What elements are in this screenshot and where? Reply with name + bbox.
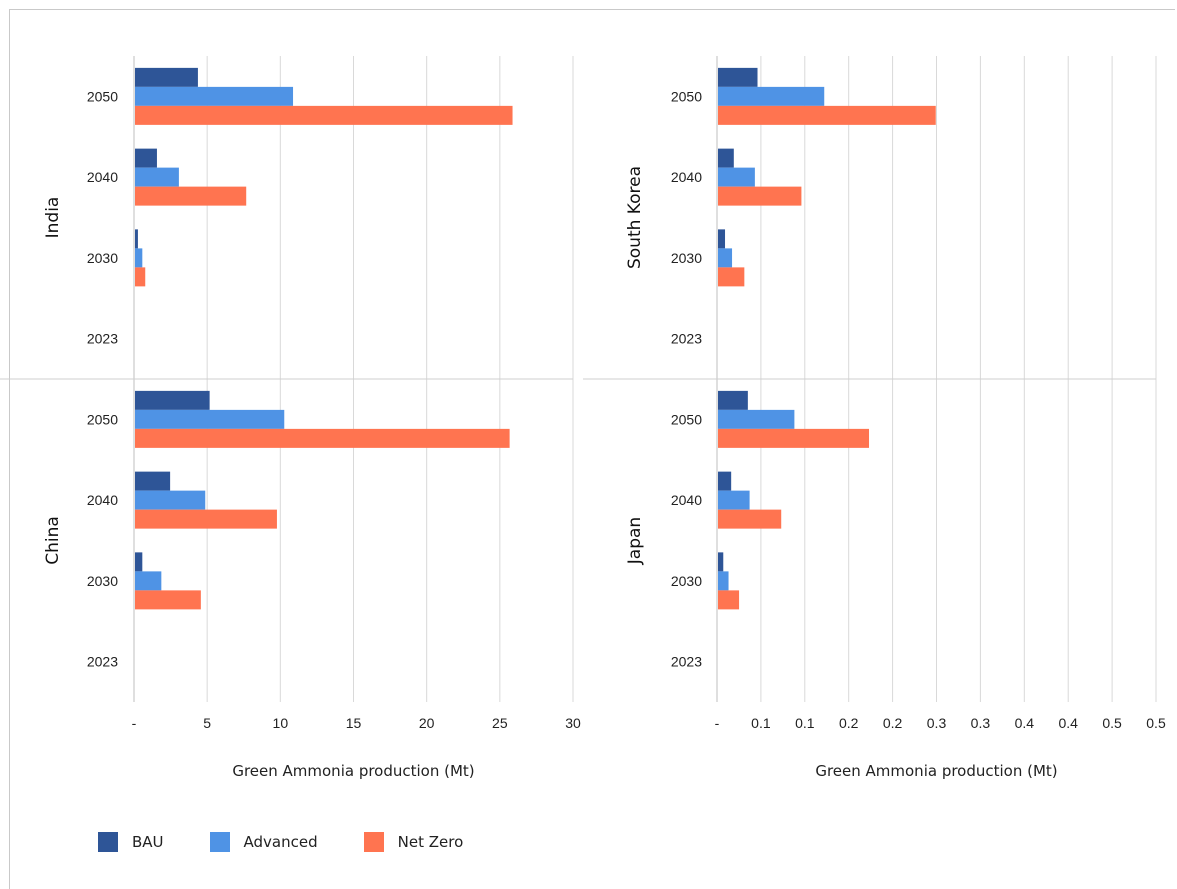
bar-net-zero — [135, 105, 513, 125]
bar-advanced — [135, 490, 206, 510]
category-label: 2050 — [671, 411, 702, 427]
x-axis-title: Green Ammonia production (Mt) — [815, 762, 1057, 780]
x-tick-label: 0.3 — [927, 715, 947, 731]
x-tick-label: 15 — [346, 715, 362, 731]
x-tick-label: 20 — [419, 715, 435, 731]
chart-frame — [9, 9, 1175, 889]
bar-advanced — [135, 248, 143, 268]
bar-net-zero — [718, 105, 936, 125]
bar-bau — [135, 148, 157, 168]
bar-net-zero — [135, 509, 277, 529]
x-tick-label: 10 — [273, 715, 289, 731]
group-label: Japan — [625, 517, 645, 565]
bar-bau — [135, 67, 198, 87]
category-label: 2030 — [671, 250, 702, 266]
bar-advanced — [718, 490, 750, 510]
category-label: 2040 — [87, 169, 118, 185]
x-tick-label: 0.5 — [1146, 715, 1166, 731]
x-tick-label: - — [715, 715, 720, 731]
bar-advanced — [718, 86, 825, 106]
x-tick-label: 0.4 — [1058, 715, 1078, 731]
group-label: China — [43, 516, 63, 565]
category-label: 2050 — [671, 88, 702, 104]
x-tick-label: 30 — [565, 715, 581, 731]
bar-bau — [718, 148, 734, 168]
x-tick-label: 0.2 — [883, 715, 903, 731]
legend-label-bau: BAU — [132, 833, 164, 851]
category-label: 2050 — [87, 88, 118, 104]
bar-net-zero — [718, 428, 870, 448]
group-label: South Korea — [625, 166, 645, 269]
category-label: 2030 — [87, 250, 118, 266]
bar-advanced — [718, 571, 729, 591]
category-label: 2040 — [671, 492, 702, 508]
bar-net-zero — [135, 186, 247, 206]
bar-bau — [718, 471, 732, 491]
x-tick-label: - — [132, 715, 137, 731]
legend-item-bau: BAU — [98, 832, 164, 852]
category-label: 2040 — [87, 492, 118, 508]
bar-advanced — [135, 86, 294, 106]
category-label: 2023 — [671, 654, 702, 670]
bar-net-zero — [718, 186, 802, 206]
bar-bau — [135, 471, 171, 491]
x-axis-title: Green Ammonia production (Mt) — [232, 762, 474, 780]
x-tick-label: 0.3 — [971, 715, 991, 731]
category-label: 2030 — [671, 573, 702, 589]
bar-bau — [135, 390, 210, 410]
category-label: 2030 — [87, 573, 118, 589]
legend-label-net-zero: Net Zero — [397, 833, 464, 851]
bar-net-zero — [718, 509, 782, 529]
legend-swatch-bau — [98, 832, 118, 852]
bar-advanced — [135, 167, 179, 187]
bar-advanced — [718, 248, 733, 268]
x-tick-label: 0.1 — [751, 715, 771, 731]
bar-bau — [135, 229, 138, 249]
x-tick-label: 0.1 — [795, 715, 815, 731]
x-tick-label: 0.4 — [1015, 715, 1035, 731]
category-label: 2050 — [87, 411, 118, 427]
category-label: 2040 — [671, 169, 702, 185]
x-tick-label: 25 — [492, 715, 508, 731]
legend-swatch-advanced — [209, 832, 230, 852]
chart-panel-1: - 5 10 15 20 25 30 Green Ammonia production (Mt… — [0, 56, 581, 780]
bar-advanced — [718, 409, 795, 429]
legend-swatch-net-zero — [363, 832, 384, 852]
bar-net-zero — [718, 267, 745, 287]
legend-item-advanced: Advanced — [209, 832, 318, 852]
chart-panel-2: - 0.1 0.1 0.2 0.2 0.3 0.3 0.4 0.4 0.5 0.5 Green Amm… — [583, 56, 1166, 780]
x-tick-label: 0.2 — [839, 715, 859, 731]
category-label: 2023 — [87, 331, 118, 347]
bar-advanced — [135, 409, 285, 429]
bar-advanced — [718, 167, 755, 187]
bar-net-zero — [135, 590, 201, 610]
bar-bau — [718, 67, 758, 87]
bar-bau — [718, 552, 724, 572]
x-tick-label: 5 — [203, 715, 211, 731]
bar-bau — [135, 552, 143, 572]
bar-advanced — [135, 571, 162, 591]
legend-label-advanced: Advanced — [243, 833, 318, 851]
x-tick-label: 0.5 — [1102, 715, 1122, 731]
legend: BAU Advanced Net Zero — [98, 832, 509, 852]
legend-item-net-zero: Net Zero — [363, 832, 464, 852]
category-label: 2023 — [87, 654, 118, 670]
bar-bau — [718, 229, 726, 249]
bar-net-zero — [135, 267, 146, 287]
bar-net-zero — [135, 428, 510, 448]
bar-bau — [718, 390, 748, 410]
category-label: 2023 — [671, 331, 702, 347]
group-label: India — [43, 197, 63, 239]
bar-net-zero — [718, 590, 740, 610]
